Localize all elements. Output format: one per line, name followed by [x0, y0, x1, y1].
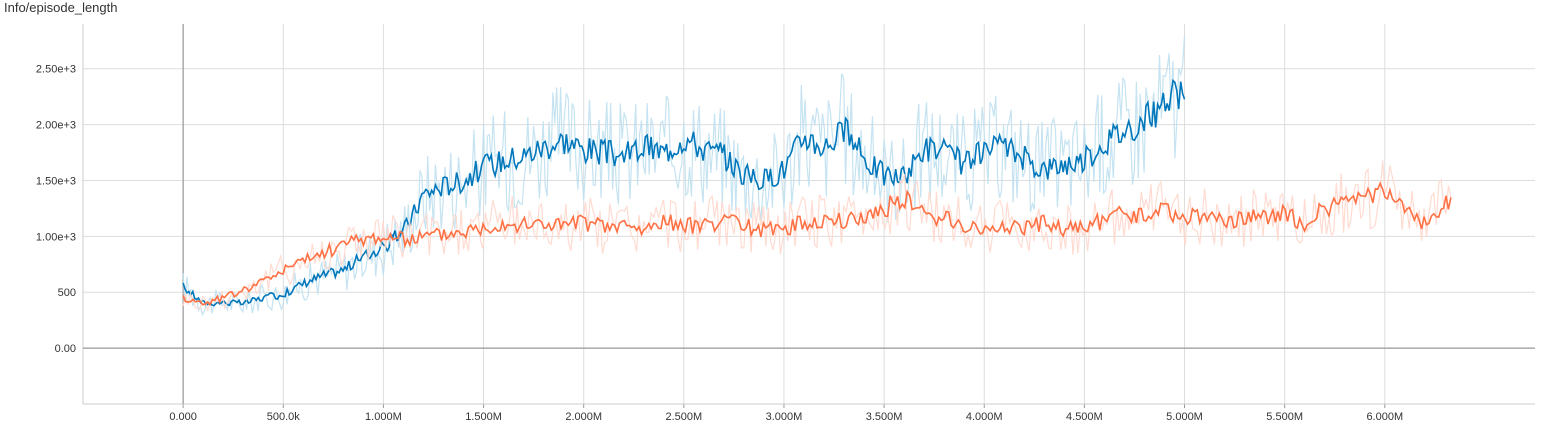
y-tick-label: 2.00e+3	[36, 120, 76, 132]
x-tick-label: 1.000M	[365, 411, 402, 423]
x-tick-label: 2.000M	[565, 411, 602, 423]
series-group	[182, 35, 1452, 317]
x-tick-label: 0.000	[169, 411, 197, 423]
x-tick-label: 4.000M	[966, 411, 1003, 423]
y-tick-label: 1.50e+3	[36, 175, 76, 187]
x-tick-label: 2.500M	[665, 411, 702, 423]
x-tick-label: 3.500M	[866, 411, 903, 423]
y-tick-label: 0.00	[55, 343, 76, 355]
series-1-smoothed-line	[182, 181, 1452, 307]
x-tick-label: 5.500M	[1266, 411, 1303, 423]
y-tick-label: 500	[58, 287, 76, 299]
y-tick-labels: 0.00 500 1.00e+3 1.50e+3 2.00e+3 2.50e+3	[36, 64, 76, 355]
x-tick-label: 5.000M	[1166, 411, 1203, 423]
series-1-raw-line	[182, 160, 1452, 311]
y-tick-label: 1.00e+3	[36, 231, 76, 243]
x-tick-label: 500.0k	[267, 411, 301, 423]
x-tick-label: 6.000M	[1366, 411, 1403, 423]
x-tick-label: 4.500M	[1066, 411, 1103, 423]
axes	[82, 24, 1535, 408]
x-tick-label: 3.000M	[766, 411, 803, 423]
chart-title: Info/episode_length	[4, 0, 118, 15]
x-tick-labels: 0.000 500.0k 1.000M 1.500M 2.000M 2.500M 3.000…	[169, 411, 1403, 423]
x-tick-label: 1.500M	[465, 411, 502, 423]
y-tick-label: 2.50e+3	[36, 64, 76, 76]
series-0-smoothed-line	[182, 78, 1186, 307]
